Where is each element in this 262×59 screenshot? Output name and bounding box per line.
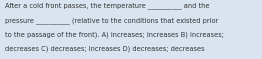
Text: After a cold front passes, the temperature __________ and the: After a cold front passes, the temperatu… xyxy=(5,2,209,9)
Text: to the passage of the front). A) increases; increases B) increases;: to the passage of the front). A) increas… xyxy=(5,31,223,38)
Text: pressure __________ (relative to the conditions that existed prior: pressure __________ (relative to the con… xyxy=(5,17,218,24)
Text: decreases C) decreases; increases D) decreases; decreases: decreases C) decreases; increases D) dec… xyxy=(5,46,204,52)
